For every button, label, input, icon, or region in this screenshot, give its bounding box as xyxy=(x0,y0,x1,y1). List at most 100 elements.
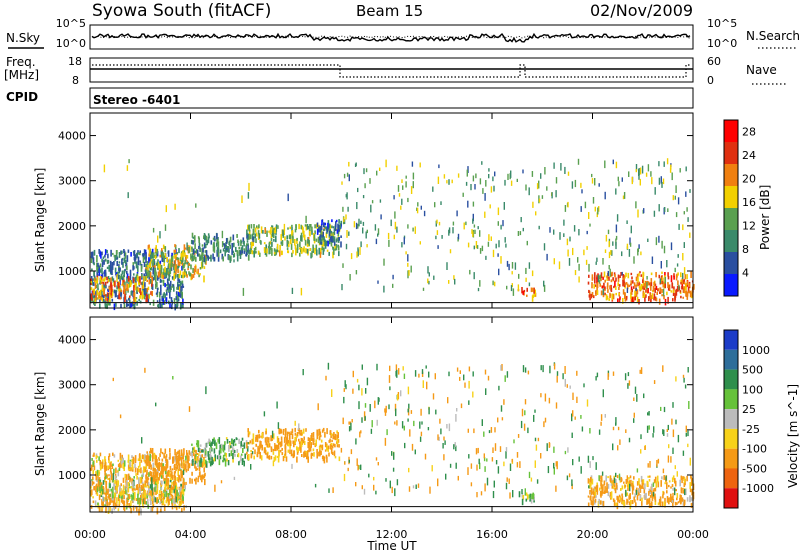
echo-cell xyxy=(184,259,186,265)
echo-cell xyxy=(165,456,167,461)
echo-cell xyxy=(349,274,351,281)
echo-cell xyxy=(365,168,368,173)
echo-cell xyxy=(433,275,435,280)
echo-cell xyxy=(587,281,590,285)
echo-cell xyxy=(291,230,293,236)
echo-cell xyxy=(320,241,322,245)
echo-cell xyxy=(181,259,184,265)
echo-cell xyxy=(280,241,283,245)
echo-cell xyxy=(228,254,230,261)
echo-cell xyxy=(217,255,220,262)
echo-cell xyxy=(549,227,551,233)
echo-cell xyxy=(152,472,155,478)
echo-cell xyxy=(627,481,629,489)
echo-cell xyxy=(634,386,637,394)
echo-cell xyxy=(478,458,480,465)
nsky-tick-top: 10^5 xyxy=(56,17,86,30)
echo-cell xyxy=(209,448,212,452)
echo-cell xyxy=(457,233,460,240)
echo-cell xyxy=(316,229,319,235)
echo-cell xyxy=(612,159,614,165)
echo-cell xyxy=(649,489,652,493)
echo-cell xyxy=(555,485,557,492)
echo-cell xyxy=(649,495,652,498)
echo-cell xyxy=(101,258,103,263)
echo-cell xyxy=(385,405,387,413)
echo-cell xyxy=(674,480,677,487)
echo-cell xyxy=(641,285,644,290)
echo-cell xyxy=(643,393,645,399)
echo-cell xyxy=(470,463,473,469)
echo-cell xyxy=(324,449,327,452)
echo-cell xyxy=(477,226,479,230)
echo-cell xyxy=(544,167,546,175)
echo-cell xyxy=(224,244,226,250)
echo-cell xyxy=(111,476,113,481)
echo-cell xyxy=(191,443,193,446)
echo-cell xyxy=(322,427,325,432)
echo-cell xyxy=(360,464,362,470)
echo-cell xyxy=(648,411,650,416)
echo-cell xyxy=(302,428,305,434)
echo-cell xyxy=(163,466,166,471)
echo-cell xyxy=(608,251,611,259)
echo-cell xyxy=(413,420,415,427)
echo-cell xyxy=(146,469,148,476)
echo-cell xyxy=(663,295,665,300)
echo-cell xyxy=(201,462,203,466)
echo-cell xyxy=(194,235,196,242)
echo-cell xyxy=(617,496,619,501)
echo-cell xyxy=(604,286,606,290)
echo-cell xyxy=(296,239,298,244)
echo-cell xyxy=(366,377,369,386)
echo-cell xyxy=(216,246,219,253)
echo-cell xyxy=(105,485,108,492)
echo-cell xyxy=(229,244,231,249)
power-colorbar-segment xyxy=(724,252,738,274)
echo-cell xyxy=(159,254,162,258)
echo-cell xyxy=(159,260,162,265)
echo-cell xyxy=(148,457,151,463)
echo-cell xyxy=(166,268,168,273)
echo-cell xyxy=(144,454,146,460)
echo-cell xyxy=(174,449,176,456)
echo-cell xyxy=(589,481,591,489)
echo-cell xyxy=(623,481,625,484)
echo-cell xyxy=(257,250,260,255)
echo-cell xyxy=(124,486,126,490)
echo-cell xyxy=(298,423,300,430)
echo-cell xyxy=(639,485,641,489)
echo-cell xyxy=(544,417,547,423)
echo-cell xyxy=(181,494,184,500)
echo-cell xyxy=(611,293,613,301)
echo-cell xyxy=(123,250,126,257)
echo-cell xyxy=(181,262,184,266)
echo-cell xyxy=(130,252,132,257)
echo-cell xyxy=(250,464,252,470)
echo-cell xyxy=(156,261,159,266)
echo-cell xyxy=(319,450,321,457)
echo-cell xyxy=(636,296,639,303)
echo-cell xyxy=(256,439,259,443)
echo-cell xyxy=(192,240,194,245)
echo-cell xyxy=(516,452,519,458)
echo-cell xyxy=(142,294,144,299)
echo-cell xyxy=(613,485,615,490)
echo-cell xyxy=(361,417,363,423)
echo-cell xyxy=(153,255,156,258)
echo-cell xyxy=(316,429,318,436)
echo-cell xyxy=(479,230,481,237)
echo-cell xyxy=(467,467,469,475)
echo-cell xyxy=(465,181,468,186)
echo-cell xyxy=(142,281,145,287)
echo-cell xyxy=(362,227,364,234)
echo-cell xyxy=(293,440,295,448)
echo-cell xyxy=(109,265,112,273)
echo-cell xyxy=(230,445,232,449)
echo-cell xyxy=(543,243,546,251)
echo-cell xyxy=(191,252,194,258)
echo-cell xyxy=(621,271,623,276)
echo-cell xyxy=(281,250,283,255)
echo-cell xyxy=(204,479,206,486)
x-tick-label: 12:00 xyxy=(376,528,408,541)
